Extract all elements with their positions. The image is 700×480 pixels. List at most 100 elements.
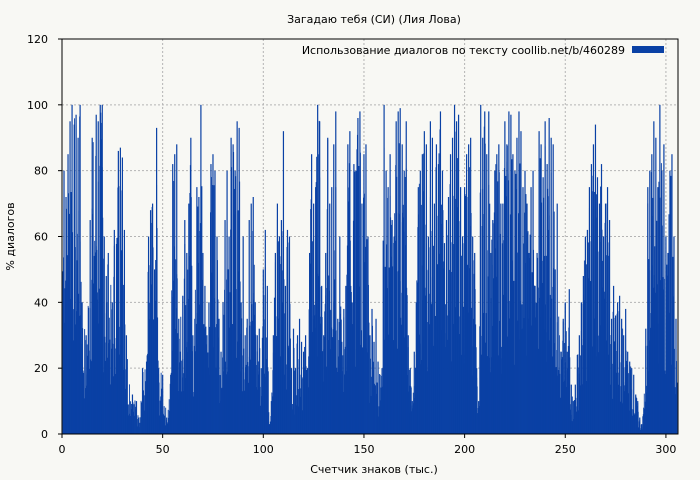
bar-peak (77, 137, 79, 434)
bar (559, 397, 561, 434)
bar-peak (214, 170, 216, 434)
bar (135, 406, 136, 434)
x-axis-label: Счетчик знаков (тыс.) (310, 463, 438, 476)
bar (638, 427, 640, 434)
bar (265, 337, 267, 434)
bar (109, 339, 111, 434)
bar-peak (154, 269, 156, 434)
bar-peak (158, 368, 160, 434)
bar-peak (522, 187, 524, 434)
bar-peak (242, 236, 244, 434)
bar (656, 220, 658, 434)
bar (614, 341, 616, 434)
bar (402, 204, 404, 434)
bar-peak (85, 335, 87, 434)
bar (304, 346, 306, 434)
bar (577, 367, 579, 434)
y-tick-label: 80 (34, 165, 48, 178)
bar-peak (413, 351, 415, 434)
bar-peak (105, 276, 107, 434)
bar (183, 373, 185, 434)
bar-peak (71, 104, 73, 434)
bar (521, 304, 523, 434)
bar (620, 401, 622, 434)
bar (642, 416, 644, 434)
bar-peak (540, 144, 542, 435)
bar (310, 209, 312, 434)
bar (160, 372, 162, 434)
bar (118, 326, 120, 434)
bar (159, 415, 161, 434)
bar (231, 324, 233, 434)
bar-peak (508, 111, 510, 435)
bar-peak (651, 154, 653, 435)
bar (501, 346, 503, 434)
bar-peak (296, 335, 299, 434)
bar (269, 421, 271, 434)
bar (92, 142, 94, 435)
bar (243, 390, 245, 434)
bar (581, 345, 583, 434)
bar-peak (218, 318, 220, 434)
bar (249, 359, 251, 434)
bar (652, 197, 654, 434)
bar-peak (264, 229, 266, 434)
bar-peak (188, 203, 190, 434)
bar (610, 384, 612, 434)
bar (404, 176, 406, 434)
bar (290, 338, 291, 434)
bar (608, 255, 609, 434)
bar (164, 415, 166, 434)
bar (328, 275, 330, 434)
bar (122, 284, 124, 434)
bar (426, 322, 428, 434)
bar-peak (435, 144, 438, 435)
bar-peak (608, 220, 611, 434)
bar (141, 402, 142, 434)
bar (129, 413, 131, 434)
bar-peak (496, 154, 498, 435)
bar-peak (665, 236, 667, 434)
bar-peak (327, 137, 329, 434)
bar-peak (480, 104, 482, 434)
bar (441, 204, 442, 434)
bar-peak (343, 308, 345, 434)
bar-peak (617, 302, 619, 434)
bar-peak (311, 154, 313, 435)
bar (386, 288, 388, 434)
bar-peak (373, 341, 375, 434)
bar-peak (451, 137, 454, 434)
bar-peak (486, 154, 488, 435)
bar (62, 271, 64, 434)
bar-peak (107, 252, 109, 434)
bar-peak (210, 164, 212, 435)
bar-peak (156, 127, 158, 434)
bar-peak (403, 170, 405, 434)
bar-peak (564, 302, 566, 434)
bar (374, 385, 376, 434)
bar-peak (351, 302, 353, 434)
bar-peak (224, 220, 226, 434)
bar-peak (655, 137, 657, 434)
bar (160, 396, 162, 434)
bar (82, 370, 84, 434)
legend-label: Использование диалогов по тексту coollib… (302, 44, 625, 57)
bar-peak (99, 104, 101, 434)
bar-peak (280, 220, 283, 434)
bar (616, 372, 618, 434)
bar-peak (379, 374, 381, 434)
bar-peak (578, 335, 580, 434)
bar (294, 370, 295, 434)
bar-peak (363, 154, 365, 435)
bar-peak (244, 335, 246, 434)
bar (161, 388, 163, 434)
bar (72, 309, 74, 434)
bar-peak (123, 229, 126, 434)
bar (344, 374, 346, 434)
bar-peak (604, 203, 607, 434)
bar (551, 356, 553, 434)
bar (481, 354, 483, 434)
bar (68, 213, 70, 434)
bar-peak (226, 170, 228, 434)
bar (453, 244, 454, 434)
